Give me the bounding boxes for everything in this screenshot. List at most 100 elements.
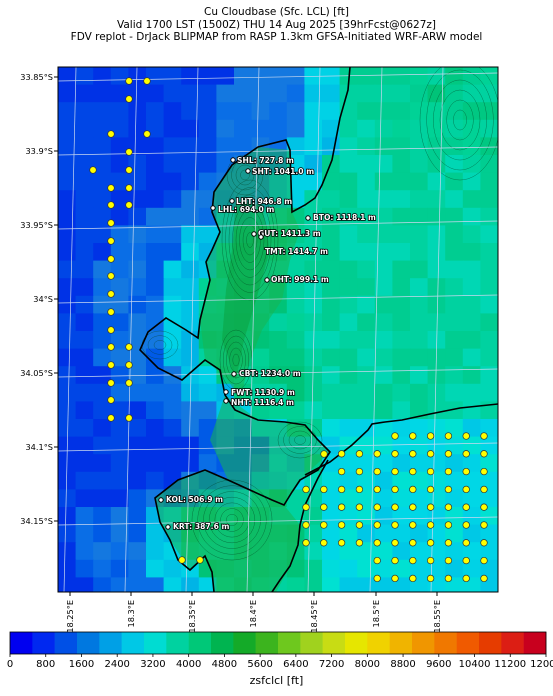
grid-cell <box>110 559 129 578</box>
grid-cell <box>374 524 393 543</box>
grid-point-marker <box>107 237 115 245</box>
lat-label: 34°S <box>33 294 53 304</box>
grid-cell <box>392 278 411 297</box>
grid-cell <box>146 383 165 402</box>
grid-cell <box>427 119 446 138</box>
grid-cell <box>410 67 429 86</box>
grid-cell <box>480 260 498 279</box>
grid-cell <box>93 419 112 438</box>
grid-cell <box>427 190 446 209</box>
grid-cell <box>304 225 323 244</box>
grid-cell <box>58 67 77 86</box>
grid-cell <box>357 366 376 385</box>
grid-cell <box>392 559 411 578</box>
grid-cell <box>146 577 165 592</box>
lat-lon-grid <box>58 67 498 592</box>
grid-cell <box>322 366 341 385</box>
grid-cell <box>339 137 358 156</box>
contour-line <box>221 179 279 301</box>
grid-cell <box>462 348 481 367</box>
grid-cell <box>93 119 112 138</box>
colorbar-segment <box>166 632 189 654</box>
grid-cell <box>445 383 464 402</box>
grid-cell <box>110 278 129 297</box>
grid-cell <box>462 524 481 543</box>
grid-cell <box>234 67 253 86</box>
grid-cell <box>304 260 323 279</box>
contour-line <box>226 154 264 196</box>
contour-line <box>232 353 240 367</box>
grid-cell <box>480 524 498 543</box>
grid-cell <box>75 260 94 279</box>
grid-cell <box>269 119 288 138</box>
grid-cell <box>286 313 305 332</box>
contour-line <box>197 485 267 555</box>
grid-point-marker <box>373 485 381 494</box>
grid-cell <box>110 383 129 402</box>
grid-point-marker <box>444 539 453 547</box>
grid-cell <box>427 383 446 402</box>
grid-cell <box>304 577 323 592</box>
grid-cell <box>286 401 305 420</box>
grid-cell <box>93 67 112 86</box>
grid-cell <box>93 454 112 473</box>
grid-cell <box>163 190 182 209</box>
grid-cell <box>392 207 411 226</box>
grid-point-marker <box>480 539 488 547</box>
grid-cell <box>427 155 446 174</box>
grid-cell <box>286 383 305 402</box>
grid-cell <box>269 331 288 350</box>
grid-cell <box>75 559 94 578</box>
grid-cell <box>445 348 464 367</box>
grid-cell <box>374 436 393 455</box>
grid-cell <box>322 454 341 473</box>
grid-cell <box>427 172 446 191</box>
grid-point-marker <box>409 521 417 529</box>
contour-line <box>232 202 268 278</box>
grid-cell <box>93 559 112 578</box>
grid-cell <box>392 84 411 103</box>
grid-point-marker <box>391 450 399 458</box>
grid-cell <box>322 243 341 262</box>
grid-cell <box>110 524 129 543</box>
grid-point-marker <box>373 521 381 529</box>
grid-cell <box>128 172 147 191</box>
grid-cell <box>445 207 464 226</box>
grid-cell <box>322 260 341 279</box>
grid-cell <box>480 67 498 86</box>
grid-cell <box>480 313 498 332</box>
contour-line <box>228 194 272 286</box>
grid-cell <box>93 84 112 103</box>
grid-cell <box>445 119 464 138</box>
grid-cell <box>480 507 498 526</box>
grid-cell <box>392 67 411 86</box>
grid-cell <box>163 436 182 455</box>
grid-cell <box>410 454 429 473</box>
grid-cell <box>146 155 165 174</box>
grid-cell <box>410 137 429 156</box>
grid-point-marker <box>462 521 470 529</box>
grid-cell <box>357 243 376 262</box>
grid-cell <box>110 102 129 121</box>
grid-cell <box>357 295 376 314</box>
grid-point-marker <box>125 95 133 103</box>
grid-cell <box>181 119 200 138</box>
grid-cell <box>75 524 94 543</box>
grid-cell <box>198 84 217 103</box>
grid-cell <box>110 471 129 490</box>
grid-cell <box>392 542 411 561</box>
grid-cell <box>392 436 411 455</box>
grid-cell <box>93 331 112 350</box>
colorbar-tick-label: 10400 <box>459 659 491 670</box>
site-label: LHL: 694.0 m <box>218 205 274 214</box>
colorbar-tick-label: 5600 <box>247 659 272 670</box>
grid-cell <box>198 366 217 385</box>
grid-cell <box>462 454 481 473</box>
grid-cell <box>93 507 112 526</box>
contour-line <box>283 426 317 454</box>
colorbar-segment <box>322 632 346 654</box>
grid-cell <box>128 419 147 438</box>
grid-cell <box>181 577 200 592</box>
grid-point-marker <box>391 521 399 529</box>
grid-point-marker <box>480 432 488 440</box>
